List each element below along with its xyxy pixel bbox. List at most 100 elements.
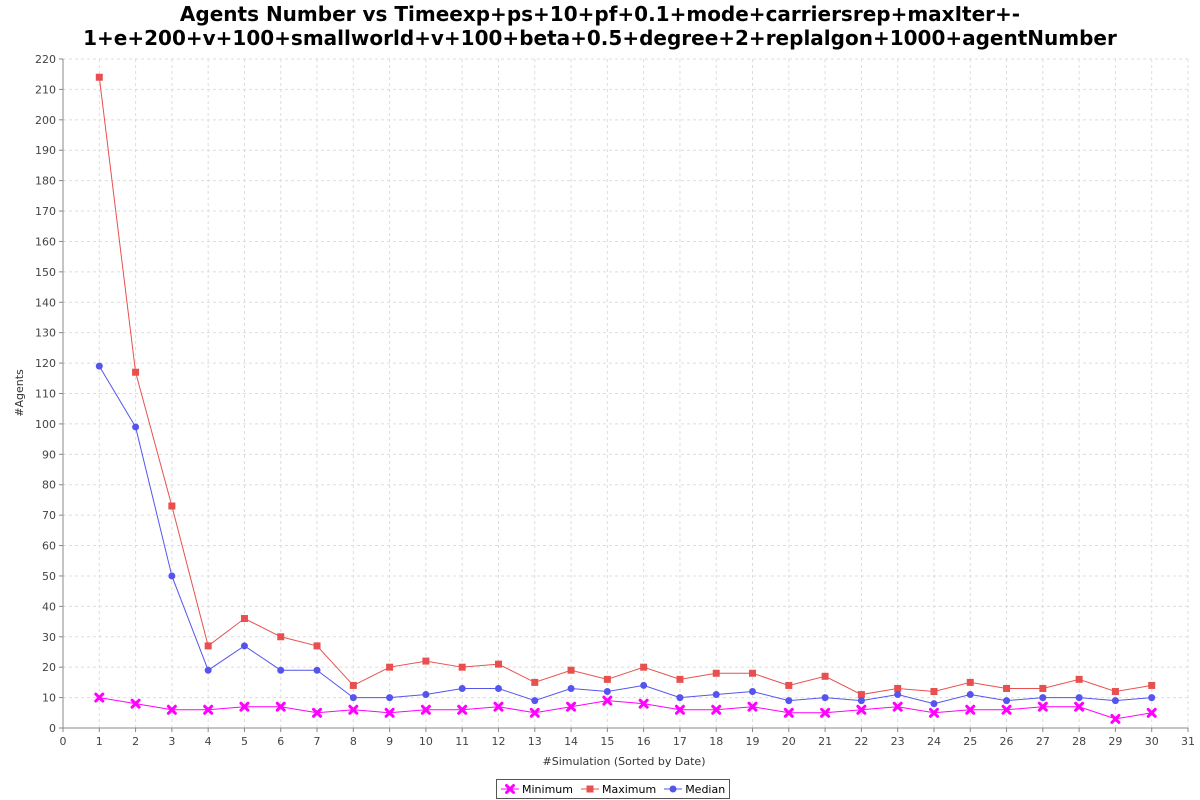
- data-point-maximum: [567, 666, 575, 674]
- x-tick-label: 9: [386, 735, 393, 748]
- y-tick-label: 130: [35, 327, 56, 340]
- data-point-maximum: [821, 672, 829, 680]
- data-point-minimum: [529, 707, 540, 718]
- y-tick-label: 50: [42, 570, 56, 583]
- data-point-maximum: [531, 678, 539, 686]
- data-point-median: [1111, 697, 1119, 705]
- data-point-minimum: [1001, 704, 1012, 715]
- y-tick-label: 90: [42, 448, 56, 461]
- data-point-minimum: [203, 704, 214, 715]
- data-point-median: [567, 684, 575, 692]
- data-point-median: [640, 681, 648, 689]
- x-tick-label: 4: [205, 735, 212, 748]
- legend-label-minimum: Minimum: [522, 782, 573, 796]
- data-point-maximum: [1039, 684, 1047, 692]
- data-point-maximum: [204, 642, 212, 650]
- data-point-minimum: [820, 707, 831, 718]
- data-point-maximum: [95, 73, 103, 81]
- x-tick-label: 18: [709, 735, 723, 748]
- data-point-minimum: [674, 704, 685, 715]
- data-point-median: [349, 694, 357, 702]
- y-tick-label: 10: [42, 692, 56, 705]
- data-point-maximum: [857, 691, 865, 699]
- data-point-maximum: [1148, 681, 1156, 689]
- x-tick-label: 14: [564, 735, 578, 748]
- legend-item-minimum: Minimum: [501, 783, 573, 796]
- y-tick-label: 210: [35, 83, 56, 96]
- y-tick-label: 150: [35, 266, 56, 279]
- data-point-minimum: [783, 707, 794, 718]
- x-tick-label: 30: [1145, 735, 1159, 748]
- y-tick-label: 20: [42, 661, 56, 674]
- data-point-minimum: [1074, 701, 1085, 712]
- x-tick-label: 26: [1000, 735, 1014, 748]
- data-point-maximum: [458, 663, 466, 671]
- data-point-maximum: [930, 688, 938, 696]
- data-point-median: [712, 691, 720, 699]
- data-point-minimum: [457, 704, 468, 715]
- data-point-median: [1003, 697, 1011, 705]
- legend-item-median: Median: [664, 783, 725, 796]
- data-point-maximum: [494, 660, 502, 668]
- x-tick-label: 21: [818, 735, 832, 748]
- y-tick-label: 160: [35, 235, 56, 248]
- data-point-maximum: [422, 657, 430, 665]
- data-point-minimum: [1146, 707, 1157, 718]
- data-point-minimum: [711, 704, 722, 715]
- x-tick-label: 16: [637, 735, 651, 748]
- y-tick-label: 190: [35, 144, 56, 157]
- x-tick-label: 29: [1108, 735, 1122, 748]
- y-tick-label: 170: [35, 205, 56, 218]
- x-tick-label: 1: [96, 735, 103, 748]
- axes: 0102030405060708090100110120130140150160…: [35, 53, 1195, 748]
- data-point-minimum: [566, 701, 577, 712]
- legend-swatch-marker: [505, 784, 515, 794]
- data-point-median: [240, 642, 248, 650]
- data-point-median: [168, 572, 176, 580]
- series-markers: [94, 73, 1157, 724]
- data-point-minimum: [312, 707, 323, 718]
- x-tick-label: 15: [600, 735, 614, 748]
- data-point-maximum: [712, 669, 720, 677]
- data-point-median: [277, 666, 285, 674]
- data-point-minimum: [239, 701, 250, 712]
- data-point-median: [531, 697, 539, 705]
- data-point-maximum: [168, 502, 176, 510]
- x-tick-label: 19: [746, 735, 760, 748]
- data-point-median: [204, 666, 212, 674]
- data-point-maximum: [1075, 675, 1083, 683]
- series-lines: [98, 77, 1152, 720]
- y-tick-label: 100: [35, 418, 56, 431]
- grid-lines: [62, 58, 1189, 729]
- data-point-minimum: [493, 701, 504, 712]
- y-tick-label: 60: [42, 540, 56, 553]
- y-tick-label: 180: [35, 175, 56, 188]
- data-point-minimum: [965, 704, 976, 715]
- data-point-median: [966, 691, 974, 699]
- data-point-maximum: [240, 615, 248, 623]
- x-axis-label: #Simulation (Sorted by Date): [543, 755, 706, 768]
- legend: Minimum Maximum Median: [496, 779, 731, 799]
- data-point-maximum: [386, 663, 394, 671]
- data-point-median: [1039, 694, 1047, 702]
- data-point-median: [821, 694, 829, 702]
- data-point-median: [894, 691, 902, 699]
- legend-item-maximum: Maximum: [580, 782, 657, 796]
- data-point-maximum: [966, 678, 974, 686]
- x-tick-label: 28: [1072, 735, 1086, 748]
- data-point-minimum: [928, 707, 939, 718]
- x-tick-label: 5: [241, 735, 248, 748]
- y-tick-label: 0: [49, 722, 56, 735]
- legend-label-maximum: Maximum: [601, 782, 657, 796]
- data-point-median: [422, 691, 430, 699]
- data-point-median: [313, 666, 321, 674]
- y-tick-label: 70: [42, 509, 56, 522]
- y-tick-label: 80: [42, 479, 56, 492]
- x-tick-label: 13: [528, 735, 542, 748]
- data-point-minimum: [166, 704, 177, 715]
- data-point-median: [458, 684, 466, 692]
- x-tick-label: 11: [455, 735, 469, 748]
- data-point-maximum: [1111, 688, 1119, 696]
- data-point-minimum: [602, 695, 613, 706]
